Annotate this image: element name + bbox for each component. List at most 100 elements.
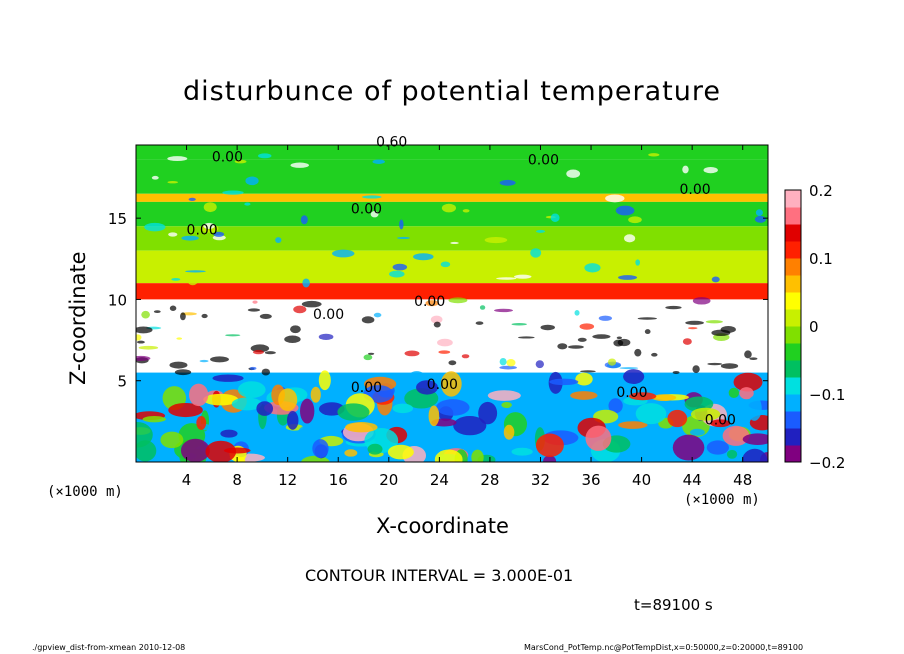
colorbar-swatch <box>785 326 801 344</box>
field-blob <box>703 166 718 174</box>
field-blob <box>437 338 453 347</box>
field-blob <box>370 211 379 218</box>
field-blob <box>501 402 512 409</box>
field-blob <box>754 215 767 223</box>
field-blob <box>687 327 698 330</box>
field-blob <box>536 229 546 233</box>
field-blob <box>584 263 601 273</box>
field-blob <box>475 321 484 325</box>
field-blob <box>440 261 451 268</box>
field-blob <box>711 276 720 283</box>
x-tick-label: 24 <box>430 471 449 489</box>
field-blob <box>682 165 689 174</box>
field-blob <box>275 237 282 243</box>
field-blob <box>494 308 514 313</box>
field-blob <box>261 368 271 376</box>
field-blob <box>426 270 450 275</box>
x-tick-label: 44 <box>683 471 702 489</box>
field-blob <box>448 297 468 304</box>
contour-label: 0.00 <box>680 182 711 198</box>
field-blob <box>185 270 206 273</box>
x-tick-label: 32 <box>531 471 550 489</box>
colorbar: 0.2 0.1 0 −0.1 −0.2 <box>784 182 845 472</box>
field-blob <box>549 378 579 386</box>
field-blob <box>567 345 584 349</box>
contour-label: 0.00 <box>313 307 344 323</box>
x-tick-label: 28 <box>480 471 499 489</box>
field-blob <box>692 365 700 374</box>
field-blob <box>225 334 241 337</box>
field-blob <box>617 338 631 347</box>
contour-label: 0.00 <box>427 377 458 393</box>
field-blob <box>203 222 215 230</box>
field-blob <box>290 162 310 168</box>
field-blob <box>220 429 238 438</box>
y-axis-label: Z-coordinate <box>66 251 90 385</box>
field-blob <box>433 321 441 328</box>
contour-labels: 0.60 0.00 0.00 0.00 0.00 0.00 0.00 0.00 0.00 0.00… <box>187 135 736 429</box>
field-blob <box>608 398 623 414</box>
x-tick-label: 12 <box>278 471 297 489</box>
field-blob <box>648 153 660 157</box>
field-blob <box>637 317 657 320</box>
field-blob <box>747 395 762 421</box>
field-blob <box>623 369 645 385</box>
field-blob <box>711 329 731 337</box>
x-tick-label: 16 <box>329 471 348 489</box>
field-blob <box>644 329 651 335</box>
field-blob <box>628 216 642 224</box>
field-blob <box>367 352 375 355</box>
field-blob <box>689 428 705 436</box>
x-tick-label: 4 <box>182 471 192 489</box>
contour-label: 0.00 <box>528 153 559 169</box>
footer-source: MarsCond_PotTemp.nc@PotTempDist,x=0:5000… <box>524 643 804 652</box>
chart-title: disturbunce of potential temperature <box>183 76 721 107</box>
field-layer <box>136 193 768 202</box>
field-blob <box>180 438 210 462</box>
field-blob <box>141 310 150 319</box>
field-blob <box>672 370 680 374</box>
field-blob <box>187 275 199 286</box>
field-blob <box>722 425 750 446</box>
field-blob <box>298 424 327 441</box>
field-layer <box>136 283 768 300</box>
field-blob <box>651 352 658 357</box>
field-blob <box>580 370 596 373</box>
colorbar-label: −0.1 <box>809 386 845 404</box>
field-blob <box>651 394 677 402</box>
field-blob <box>168 232 178 237</box>
field-blob <box>136 355 151 361</box>
y-tick-label: 10 <box>108 291 127 309</box>
field-blob <box>619 367 639 370</box>
contour-label: 0.00 <box>187 222 218 238</box>
field-blob <box>169 305 177 311</box>
field-layer <box>136 159 768 194</box>
field-blob <box>667 409 688 428</box>
field-blob <box>615 205 635 216</box>
colorbar-label: 0 <box>809 318 819 336</box>
field-blob <box>577 454 589 462</box>
field-blob <box>450 241 459 244</box>
field-blob <box>397 236 410 240</box>
field-blob <box>570 391 598 400</box>
field-blob <box>733 372 763 392</box>
field-blob <box>372 159 385 164</box>
colorbar-swatch <box>785 190 801 208</box>
field-blob <box>690 407 721 421</box>
field-blob <box>136 340 145 344</box>
colorbar-label: 0.2 <box>809 182 833 200</box>
field-blob <box>367 443 383 455</box>
field-blob <box>136 421 153 448</box>
field-blob <box>252 349 264 355</box>
heatmap-field <box>136 145 768 462</box>
x-tick-label: 40 <box>632 471 651 489</box>
field-blob <box>300 398 315 424</box>
field-blob <box>318 333 334 340</box>
field-blob <box>592 334 611 339</box>
field-blob <box>566 169 581 178</box>
field-blob <box>300 215 308 225</box>
field-blob <box>231 397 263 411</box>
field-blob <box>301 300 322 308</box>
field-blob <box>628 392 657 401</box>
field-blob <box>479 305 486 310</box>
